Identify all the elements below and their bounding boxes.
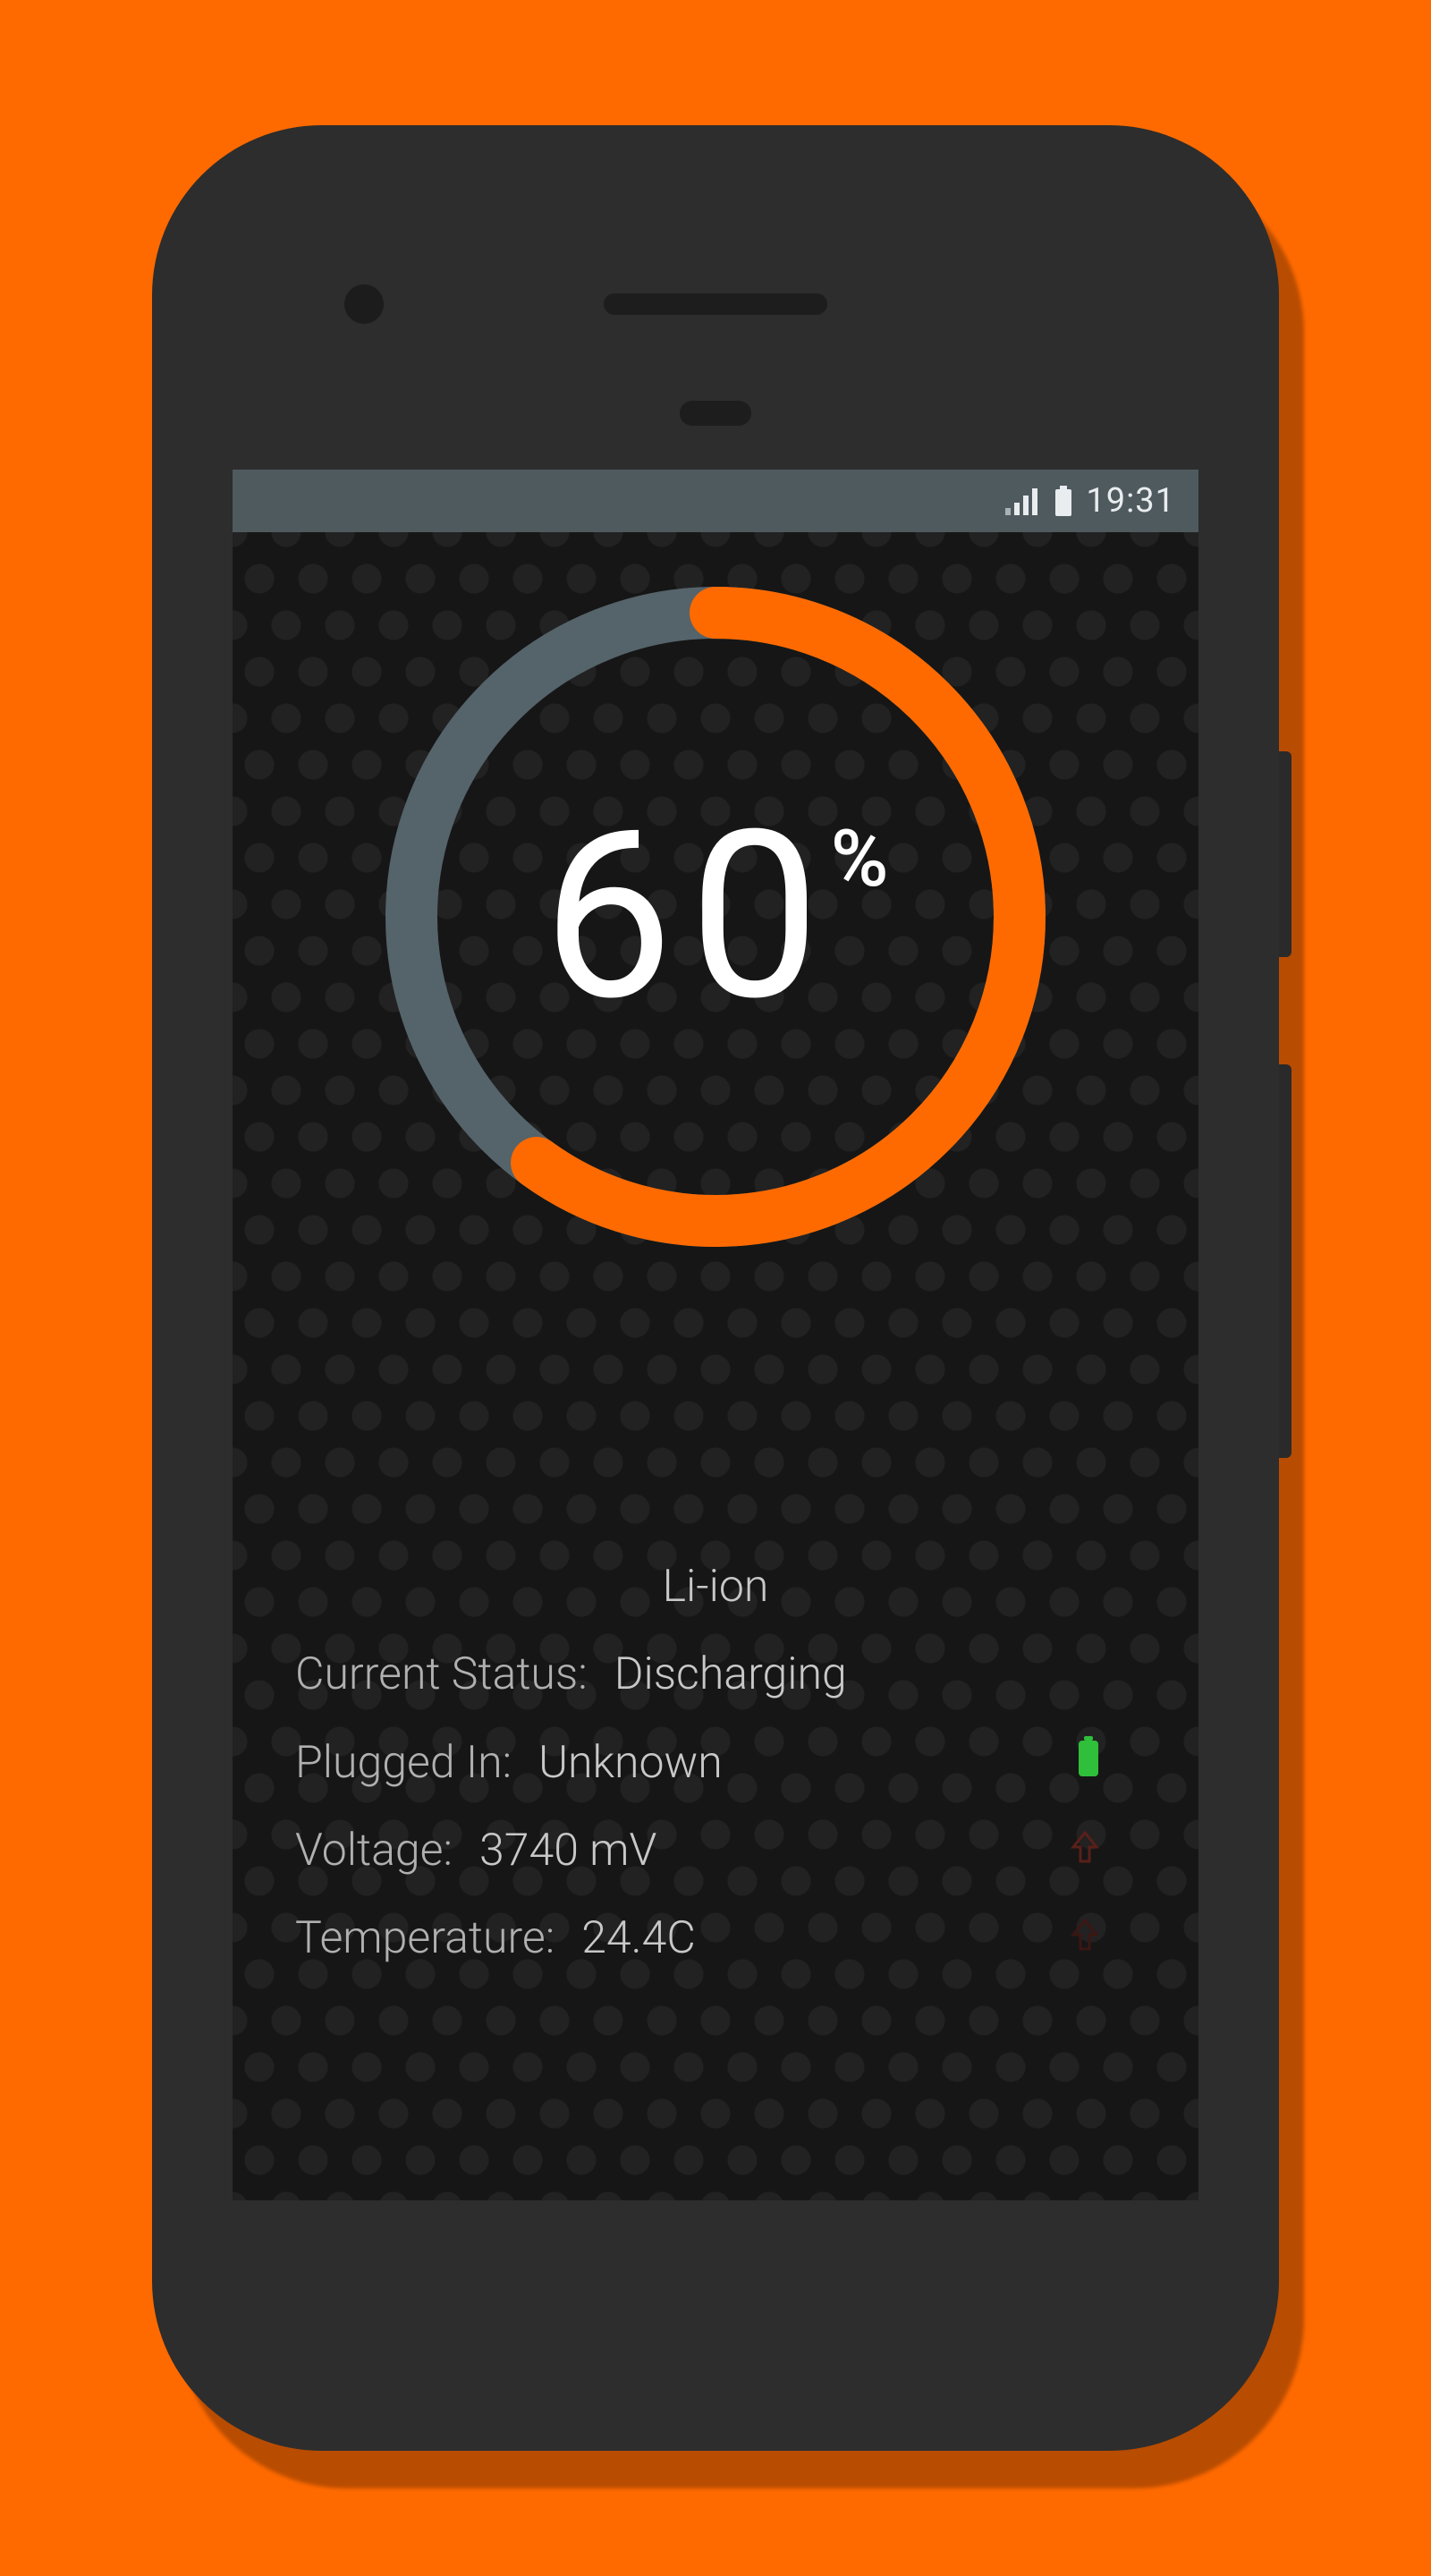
signal-icon [1005,487,1041,515]
battery-type-value: Li-ion [663,1561,769,1613]
battery-info-panel: Li-ion Current Status: Discharging Plugg… [295,1543,1136,1982]
battery-gauge-label: 60 % [349,550,1082,1284]
phone-side-button-1 [1279,751,1291,957]
battery-type-row: Li-ion [295,1543,1136,1631]
status-bar: 19:31 [233,470,1198,532]
phone-sensor [680,401,751,426]
phone-camera [344,284,384,324]
voltage-row: Voltage: 3740 mV [295,1807,1136,1894]
app-content: 60 % Li-ion Current Status: Discharging … [233,532,1198,2200]
percent-symbol: % [831,813,889,905]
voltage-label: Voltage: [295,1825,453,1877]
plugged-value: Unknown [538,1737,723,1789]
arrow-up-icon [1070,1825,1100,1877]
status-value: Discharging [614,1648,847,1700]
phone-side-button-2 [1279,1064,1291,1458]
plugged-row: Plugged In: Unknown [295,1718,1136,1807]
battery-percent-value: 60 [542,801,835,1033]
voltage-value: 3740 mV [479,1825,656,1877]
status-bar-time: 19:31 [1086,481,1175,521]
phone-screen: 19:31 60 % Li-ion [233,470,1198,2200]
phone-frame: 19:31 60 % Li-ion [152,125,1279,2451]
battery-mini-icon [1077,1736,1100,1789]
battery-gauge: 60 % [349,550,1082,1284]
phone-earpiece [604,293,827,315]
page-background: 19:31 60 % Li-ion [0,0,1431,2576]
arrow-up-icon [1070,1912,1100,1964]
battery-icon [1054,486,1073,516]
temperature-label: Temperature: [295,1912,555,1964]
temperature-value: 24.4C [581,1912,696,1964]
status-row: Current Status: Discharging [295,1631,1136,1718]
status-label: Current Status: [295,1648,588,1700]
temperature-row: Temperature: 24.4C [295,1894,1136,1982]
plugged-label: Plugged In: [295,1737,512,1789]
